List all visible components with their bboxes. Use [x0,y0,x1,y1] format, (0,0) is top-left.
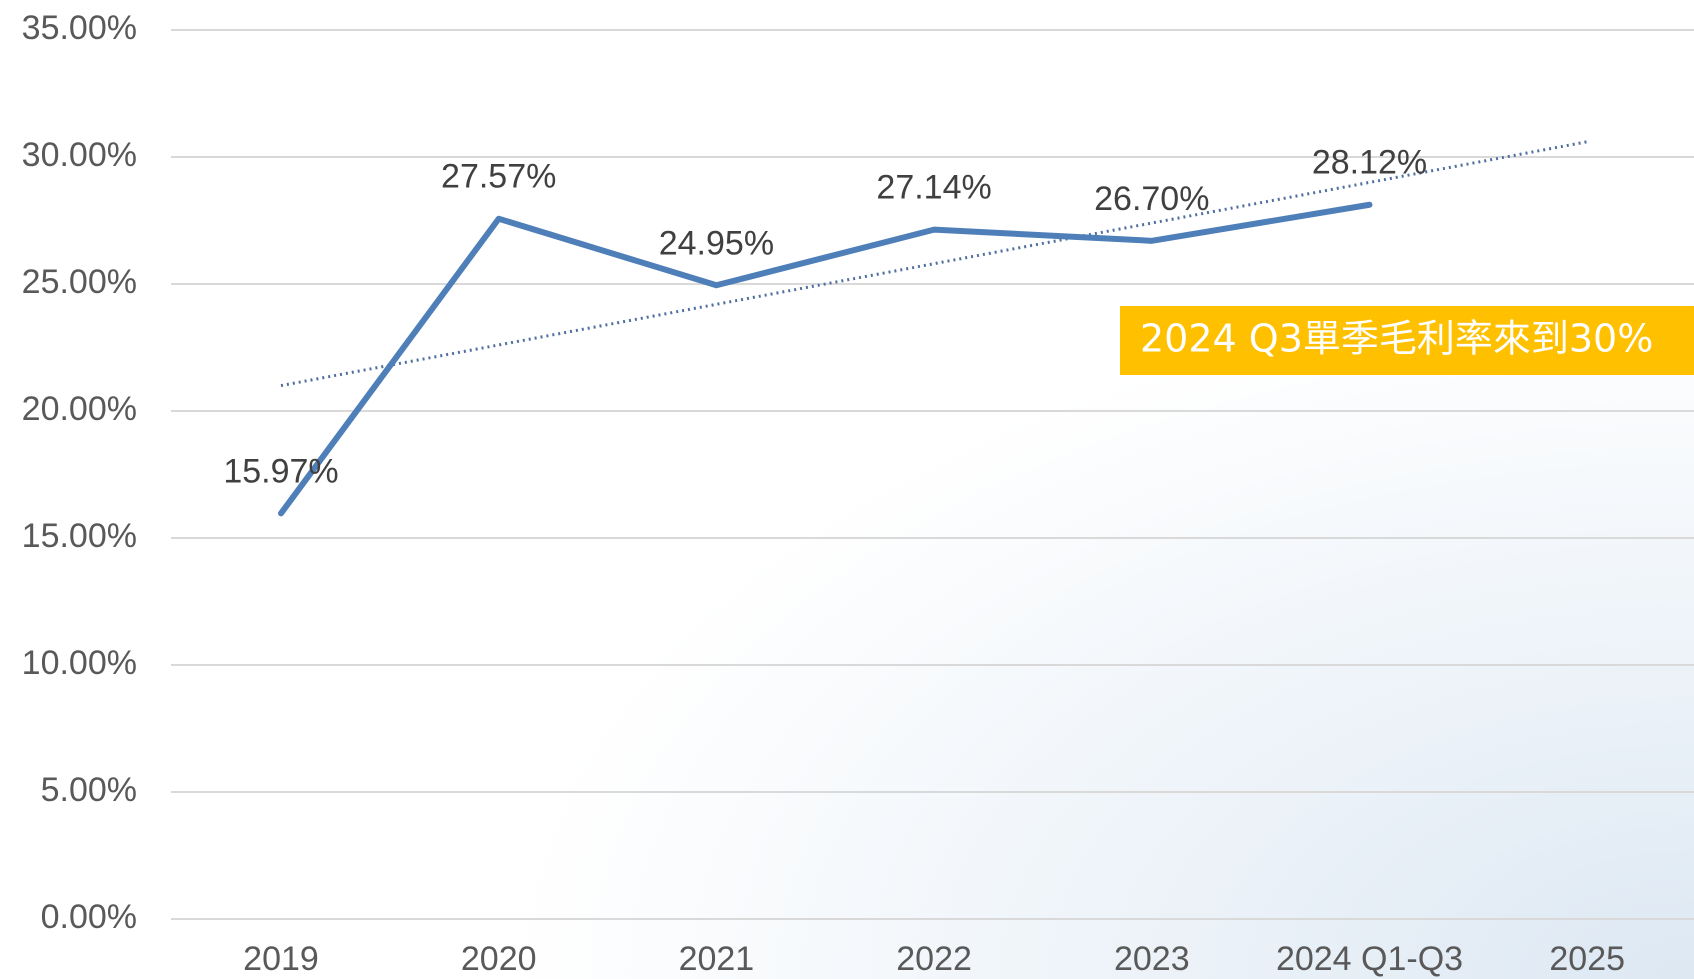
data-label: 27.14% [876,169,991,207]
page: {"chart_data": {"type": "line", "categor… [0,0,1694,979]
annotation: 2024 Q3單季毛利率來到30% [1140,317,1653,361]
x-tick-label: 2025 [1549,940,1625,978]
x-tick-label: 2019 [243,940,319,978]
y-tick-label: 15.00% [22,517,137,555]
x-tick-label: 2023 [1114,940,1190,978]
y-tick-label: 0.00% [41,898,137,936]
data-label: 27.57% [441,158,556,196]
x-tick-label: 2021 [679,940,755,978]
x-tick-label: 2024 Q1-Q3 [1276,940,1463,978]
y-tick-label: 25.00% [22,263,137,301]
data-label: 26.70% [1094,180,1209,218]
y-tick-label: 35.00% [22,9,137,47]
y-tick-label: 30.00% [22,136,137,174]
y-tick-label: 20.00% [22,390,137,428]
data-label: 24.95% [659,224,774,262]
x-tick-label: 2020 [461,940,537,978]
y-tick-label: 10.00% [22,644,137,682]
x-tick-label: 2022 [896,940,972,978]
data-label: 15.97% [223,452,338,490]
y-tick-label: 5.00% [41,771,137,809]
data-label: 28.12% [1312,144,1427,182]
chart: 0.00% 5.00% 10.00% 15.00% 20.00% 25.00% 30.00%… [0,0,1694,979]
